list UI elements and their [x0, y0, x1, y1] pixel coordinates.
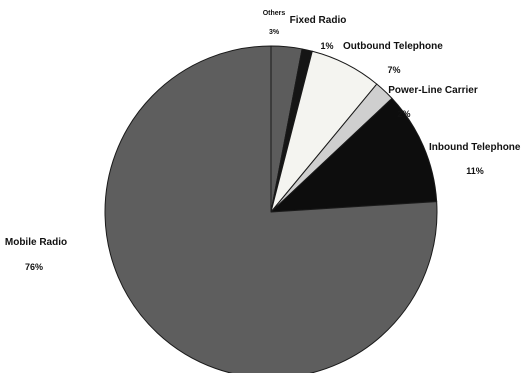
- slice-label-inbound-telephone: Inbound Telephone: [429, 142, 521, 153]
- slice-value-power-line-carrier: 2%: [397, 109, 410, 119]
- pie-slice-mobile-radio: [104, 45, 438, 373]
- pie-slice-inbound-telephone: [270, 97, 438, 213]
- slice-label-outbound-telephone: Outbound Telephone: [343, 41, 443, 52]
- slice-label-mobile-radio: Mobile Radio: [5, 237, 67, 248]
- slice-value-mobile-radio: 76%: [25, 262, 43, 272]
- slice-label-others: Others: [263, 10, 286, 17]
- slice-label-power-line-carrier: Power-Line Carrier: [388, 85, 478, 96]
- slice-label-fixed-radio: Fixed Radio: [290, 15, 347, 26]
- slice-value-fixed-radio: 1%: [320, 41, 333, 51]
- pie-slices: [104, 45, 438, 373]
- slice-value-outbound-telephone: 7%: [387, 65, 400, 75]
- slice-value-others: 3%: [269, 29, 280, 36]
- slice-value-inbound-telephone: 11%: [466, 166, 484, 176]
- pie-labels: Others 3% Fixed Radio 1% Outbound Teleph…: [5, 10, 521, 272]
